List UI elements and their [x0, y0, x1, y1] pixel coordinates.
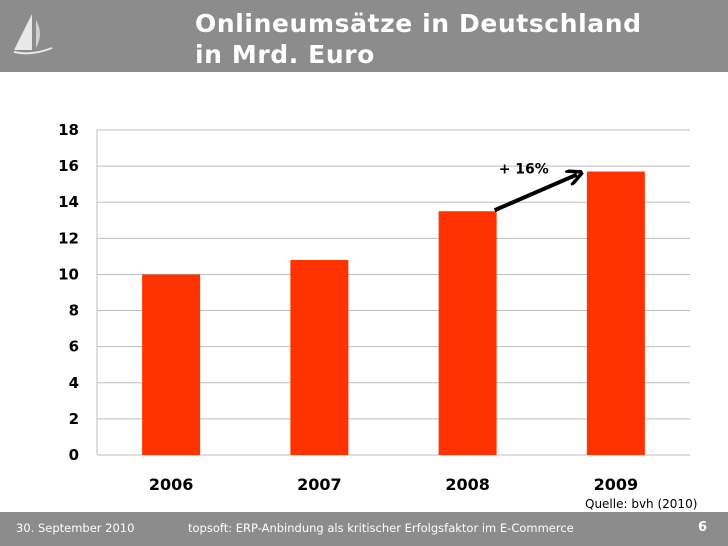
source-note: Quelle: bvh (2010)	[585, 497, 698, 511]
bar	[142, 274, 201, 455]
y-tick-label: 12	[58, 229, 79, 247]
x-tick-label: 2008	[445, 475, 490, 494]
page-title-line1: Onlineumsätze in Deutschland	[195, 9, 642, 38]
x-tick-label: 2007	[297, 475, 342, 494]
footer-bar: 30. September 2010 topsoft: ERP-Anbindun…	[0, 512, 728, 546]
page-number: 6	[698, 520, 708, 535]
page-title-line2: in Mrd. Euro	[195, 40, 375, 69]
y-tick-label: 0	[69, 446, 79, 464]
bar	[290, 260, 349, 455]
x-tick-label: 2006	[149, 475, 194, 494]
y-tick-label: 10	[58, 265, 79, 283]
page-title: Onlineumsätze in Deutschland in Mrd. Eur…	[195, 8, 715, 70]
growth-arrow	[493, 175, 577, 213]
x-tick-label: 2009	[594, 475, 639, 494]
bar	[438, 211, 497, 455]
growth-annotation-label: + 16%	[499, 162, 549, 178]
footer-date: 30. September 2010	[16, 521, 135, 535]
sailboat-logo-icon	[13, 14, 53, 55]
header-bar: Onlineumsätze in Deutschland in Mrd. Eur…	[0, 0, 728, 72]
y-tick-label: 4	[69, 374, 79, 392]
y-tick-label: 2	[69, 410, 79, 428]
y-tick-label: 14	[58, 193, 79, 211]
y-tick-label: 6	[69, 338, 79, 356]
y-tick-label: 16	[58, 157, 79, 175]
bar-chart: 0 2 4 6 8 10 12 14 16 18 2006 2007 2008 2009 + 16%	[58, 121, 690, 494]
footer-topic: topsoft: ERP-Anbindung als kritischer Er…	[188, 521, 574, 535]
y-tick-label: 8	[69, 302, 79, 320]
bar	[586, 171, 645, 455]
y-tick-label: 18	[58, 121, 79, 139]
